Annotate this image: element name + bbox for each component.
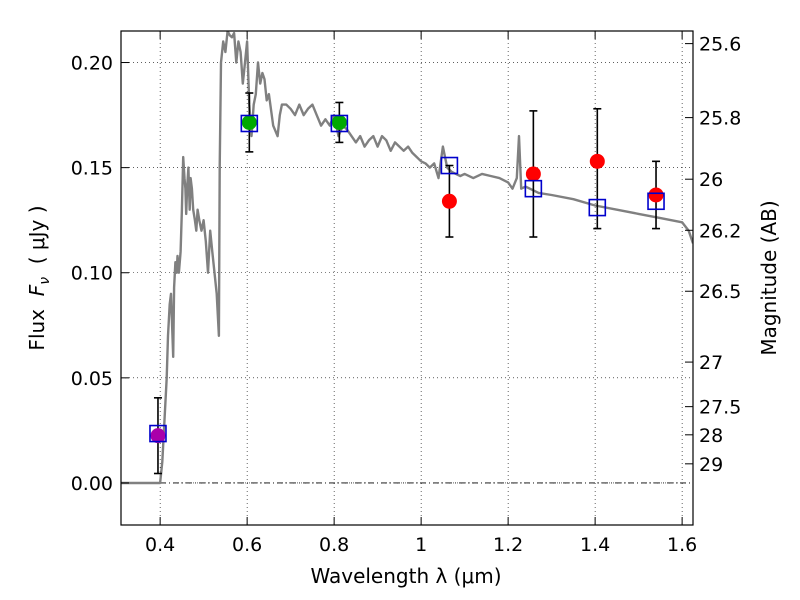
plot-frame: [120, 30, 694, 526]
model-point: [647, 192, 665, 211]
y-tick-label: 0.20: [71, 53, 113, 75]
mag-tick-label: 26: [699, 169, 723, 191]
mag-tick-label: 27: [699, 352, 723, 374]
mag-tick-label: 26.2: [699, 220, 741, 242]
model-points: [149, 114, 665, 443]
template-spectrum-line: [121, 31, 693, 485]
x-tick-label: 1.2: [493, 534, 523, 556]
y-tick-label: 0.00: [71, 473, 113, 495]
observed-point: [441, 193, 457, 209]
template-spectrum: [121, 31, 693, 485]
observed-point: [525, 166, 541, 182]
observed-point: [648, 187, 664, 203]
observed-point: [150, 428, 166, 444]
mag-tick-label: 25.6: [699, 34, 741, 56]
x-tick-label: 0.4: [145, 534, 175, 556]
mag-tick-label: 27.5: [699, 397, 741, 419]
model-point: [330, 114, 349, 133]
y-tick-label: 0.10: [71, 263, 113, 285]
axis-ticks: 0.4 0.6 0.8 1 1.2 1.4 1.6 0.00 0.05 0.10 0.15 0.20 2…: [71, 31, 741, 556]
model-point: [149, 424, 167, 443]
x-tick-label: 0.8: [319, 534, 349, 556]
mag-tick-label: 29: [699, 454, 723, 476]
x-tick-label: 1: [415, 534, 427, 556]
model-point: [588, 198, 607, 217]
error-bars: [153, 92, 661, 475]
x-tick-label: 0.6: [232, 534, 262, 556]
y-tick-label: 0.05: [71, 368, 113, 390]
y2-axis-label: Magnitude (AB): [757, 200, 781, 355]
x-tick-label: 1.6: [667, 534, 697, 556]
observed-point: [241, 114, 257, 130]
mag-tick-label: 28: [699, 425, 723, 447]
mag-tick-label: 26.5: [699, 281, 741, 303]
observed-point: [331, 114, 347, 130]
mag-tick-label: 25.8: [699, 108, 741, 130]
model-point: [240, 114, 259, 133]
x-axis-label: Wavelength λ (μm): [310, 564, 501, 588]
x-tick-label: 1.4: [580, 534, 610, 556]
model-point: [524, 179, 543, 198]
y-tick-label: 0.15: [71, 158, 113, 180]
model-point: [440, 156, 459, 175]
observed-point: [589, 153, 605, 169]
observed-points: [150, 114, 664, 444]
grid-lines: [121, 31, 693, 525]
y-axis-label: Flux Fν ( μJy ): [25, 205, 53, 350]
